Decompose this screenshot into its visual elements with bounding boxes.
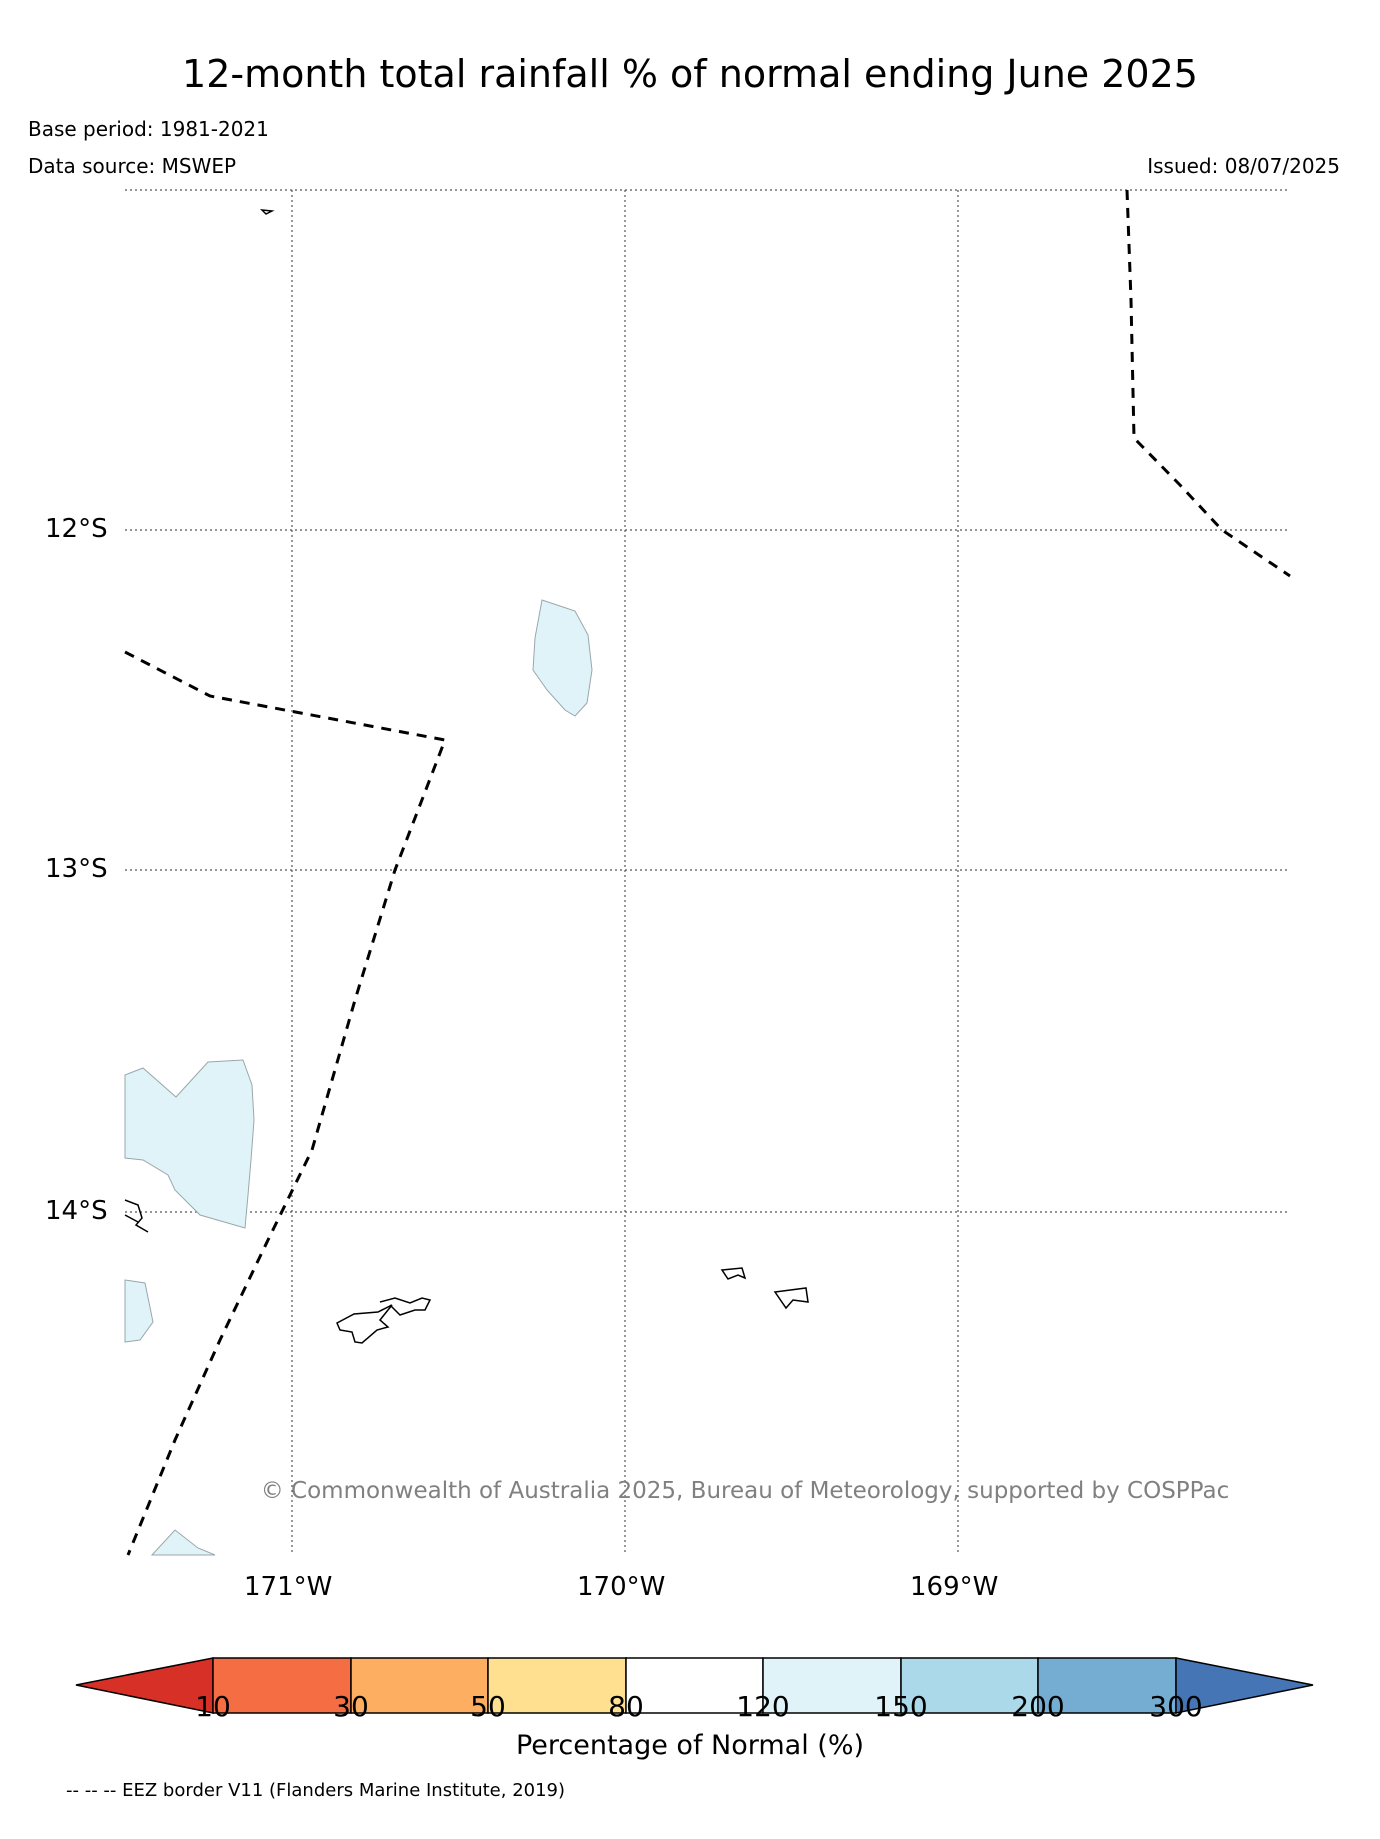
colorbar-bin-150-200 xyxy=(900,1657,1039,1714)
lat-label-14s: 14°S xyxy=(45,1196,108,1226)
island-tau xyxy=(773,1287,809,1310)
colorbar-bin-10-30 xyxy=(212,1657,352,1714)
colorbar-bin-30-50 xyxy=(350,1657,489,1714)
island-ofu xyxy=(720,1267,747,1280)
colorbar-bin-120-150 xyxy=(762,1657,902,1714)
island-west-edge-a xyxy=(124,1199,149,1233)
colorbar-tick: 80 xyxy=(608,1690,644,1723)
lat-label-12s: 12°S xyxy=(45,514,108,544)
colorbar-bin-80-120 xyxy=(625,1657,764,1714)
island-tutuila-tip xyxy=(379,1297,432,1316)
colorbar-tick: 10 xyxy=(195,1690,231,1723)
island-west-edge-b xyxy=(124,1214,139,1223)
issued-date: Issued: 08/07/2025 xyxy=(1147,154,1340,178)
colorbar xyxy=(75,1657,1314,1714)
eez-border-east xyxy=(1125,189,1291,578)
island-upolu-west xyxy=(124,1279,154,1343)
colorbar-tick: 120 xyxy=(736,1690,790,1723)
land-areas xyxy=(124,599,593,1556)
colorbar-tick: 150 xyxy=(874,1690,928,1723)
eez-borders xyxy=(124,189,1291,1556)
colorbar-tick: 200 xyxy=(1011,1690,1065,1723)
map-title: 12-month total rainfall % of normal endi… xyxy=(182,52,1198,96)
colorbar-tick: 50 xyxy=(470,1690,506,1723)
copyright-notice: © Commonwealth of Australia 2025, Bureau… xyxy=(260,1478,1230,1504)
lat-label-13s: 13°S xyxy=(45,854,108,884)
island-savaii-east xyxy=(124,1059,255,1229)
island-outlines xyxy=(124,209,809,1344)
eez-border-west xyxy=(124,650,448,1556)
colorbar-label: Percentage of Normal (%) xyxy=(515,1730,865,1761)
island-tutuila xyxy=(336,1304,393,1344)
colorbar-bin-200-300 xyxy=(1037,1657,1177,1714)
island-tiny-north xyxy=(259,209,275,215)
graticule xyxy=(125,189,1290,1555)
lon-label-169w: 169°W xyxy=(910,1572,999,1602)
colorbar-high-extend xyxy=(1175,1657,1314,1714)
island-bottom-left xyxy=(150,1529,216,1556)
lon-label-170w: 170°W xyxy=(577,1572,666,1602)
base-period: Base period: 1981-2021 xyxy=(28,117,269,141)
colorbar-tick: 300 xyxy=(1149,1690,1203,1723)
data-source: Data source: MSWEP xyxy=(28,154,237,178)
colorbar-tick: 30 xyxy=(333,1690,369,1723)
colorbar-bin-50-80 xyxy=(487,1657,627,1714)
island-swains xyxy=(532,599,593,717)
lon-label-171w: 171°W xyxy=(244,1572,333,1602)
eez-legend-note: -- -- -- EEZ border V11 (Flanders Marine… xyxy=(66,1780,566,1801)
